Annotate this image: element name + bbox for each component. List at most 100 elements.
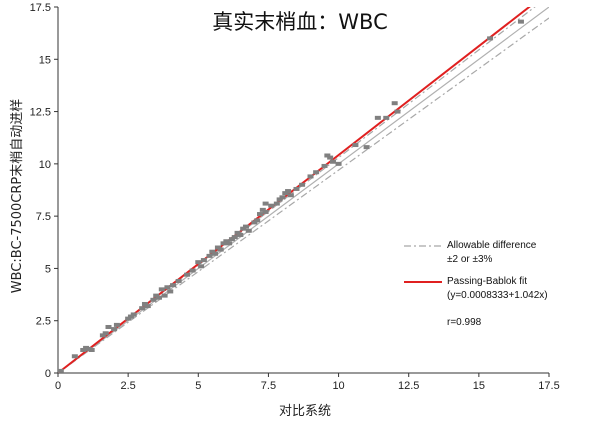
legend-allowable-label: Allowable difference	[447, 240, 537, 251]
y-axis-ticks: 0 2.5 5 7.5 10 12.5 15 17.5	[30, 2, 58, 380]
data-point	[209, 249, 216, 254]
data-point	[321, 163, 328, 168]
data-point	[240, 226, 247, 231]
x-tick-label: 12.5	[398, 380, 419, 392]
data-point	[111, 327, 118, 332]
data-point	[144, 304, 151, 309]
data-point	[214, 245, 221, 250]
x-tick-label: 2.5	[120, 380, 135, 392]
data-point	[299, 182, 306, 187]
data-point	[276, 197, 283, 202]
x-tick-label: 15	[473, 380, 485, 392]
x-axis-ticks: 0 2.5 5 7.5 10 12.5 15 17.5	[55, 373, 560, 392]
data-point	[150, 297, 157, 302]
data-point	[517, 19, 524, 24]
data-point	[161, 293, 168, 298]
y-tick-label: 7.5	[36, 211, 51, 223]
data-point	[254, 218, 261, 223]
data-point	[329, 159, 336, 164]
y-tick-label: 2.5	[36, 316, 51, 328]
identity-line	[58, 7, 549, 373]
data-point	[167, 289, 174, 294]
data-point	[184, 272, 191, 277]
data-point	[228, 237, 235, 242]
data-point	[234, 230, 241, 235]
data-point	[170, 283, 177, 288]
data-point	[217, 247, 224, 252]
y-tick-label: 10	[39, 159, 51, 171]
data-point	[352, 143, 359, 148]
data-point	[245, 228, 252, 233]
data-point	[105, 324, 112, 329]
x-tick-label: 0	[55, 380, 61, 392]
data-point	[259, 207, 266, 212]
x-tick-label: 7.5	[261, 380, 276, 392]
allowable-upper-line	[58, 7, 536, 373]
legend-fit-label: Passing-Bablok fit	[447, 276, 527, 287]
data-point	[156, 295, 163, 300]
data-point	[71, 354, 78, 359]
x-tick-label: 10	[332, 380, 344, 392]
data-point	[487, 36, 494, 41]
data-point	[293, 186, 300, 191]
data-point	[237, 232, 244, 237]
x-tick-label: 17.5	[538, 380, 559, 392]
legend-r-value: r=0.998	[447, 317, 482, 328]
data-point	[268, 203, 275, 208]
data-point	[273, 201, 280, 206]
data-point	[307, 174, 314, 179]
data-point	[242, 224, 249, 229]
y-tick-label: 15	[39, 54, 51, 66]
legend: Allowable difference ±2 or ±3% Passing-B…	[404, 240, 548, 328]
data-point	[223, 239, 230, 244]
data-point	[113, 322, 120, 327]
legend-fit-sub: (y=0.0008333+1.042x)	[447, 290, 548, 301]
data-point	[141, 301, 148, 306]
chart-title: 真实末梢血：WBC	[212, 10, 387, 34]
data-point	[324, 153, 331, 158]
allowable-lower-line	[58, 17, 549, 373]
data-point	[285, 189, 292, 194]
data-point	[262, 209, 269, 214]
data-point	[102, 331, 109, 336]
data-point	[279, 195, 286, 200]
data-point	[394, 109, 401, 114]
data-point	[327, 155, 334, 160]
data-point	[287, 193, 294, 198]
data-point	[125, 316, 132, 321]
x-axis-title: 对比系统	[279, 404, 331, 419]
data-point	[251, 220, 258, 225]
data-point	[231, 235, 238, 240]
y-tick-label: 5	[45, 263, 51, 275]
y-tick-label: 12.5	[30, 107, 51, 119]
data-point	[153, 293, 160, 298]
data-point	[80, 347, 87, 352]
data-point	[363, 145, 370, 150]
data-point	[383, 115, 390, 120]
data-point	[226, 241, 233, 246]
data-point	[374, 115, 381, 120]
data-point	[88, 347, 95, 352]
data-point	[99, 333, 106, 338]
data-point	[158, 287, 165, 292]
data-points	[58, 19, 524, 373]
data-point	[220, 241, 227, 246]
data-point	[212, 251, 219, 256]
data-point	[262, 201, 269, 206]
x-tick-label: 5	[195, 380, 201, 392]
data-point	[257, 212, 264, 217]
legend-allowable-sub: ±2 or ±3%	[447, 254, 493, 265]
data-point	[127, 314, 134, 319]
data-point	[130, 312, 137, 317]
data-point	[164, 285, 171, 290]
data-point	[313, 170, 320, 175]
data-point	[195, 260, 202, 265]
y-axis-title: WBC:BC-7500CRP末梢自动进样	[10, 99, 25, 294]
data-point	[58, 368, 64, 373]
data-point	[175, 278, 182, 283]
data-point	[198, 264, 205, 269]
y-tick-label: 0	[45, 368, 51, 380]
data-point	[189, 268, 196, 273]
data-point	[335, 161, 342, 166]
